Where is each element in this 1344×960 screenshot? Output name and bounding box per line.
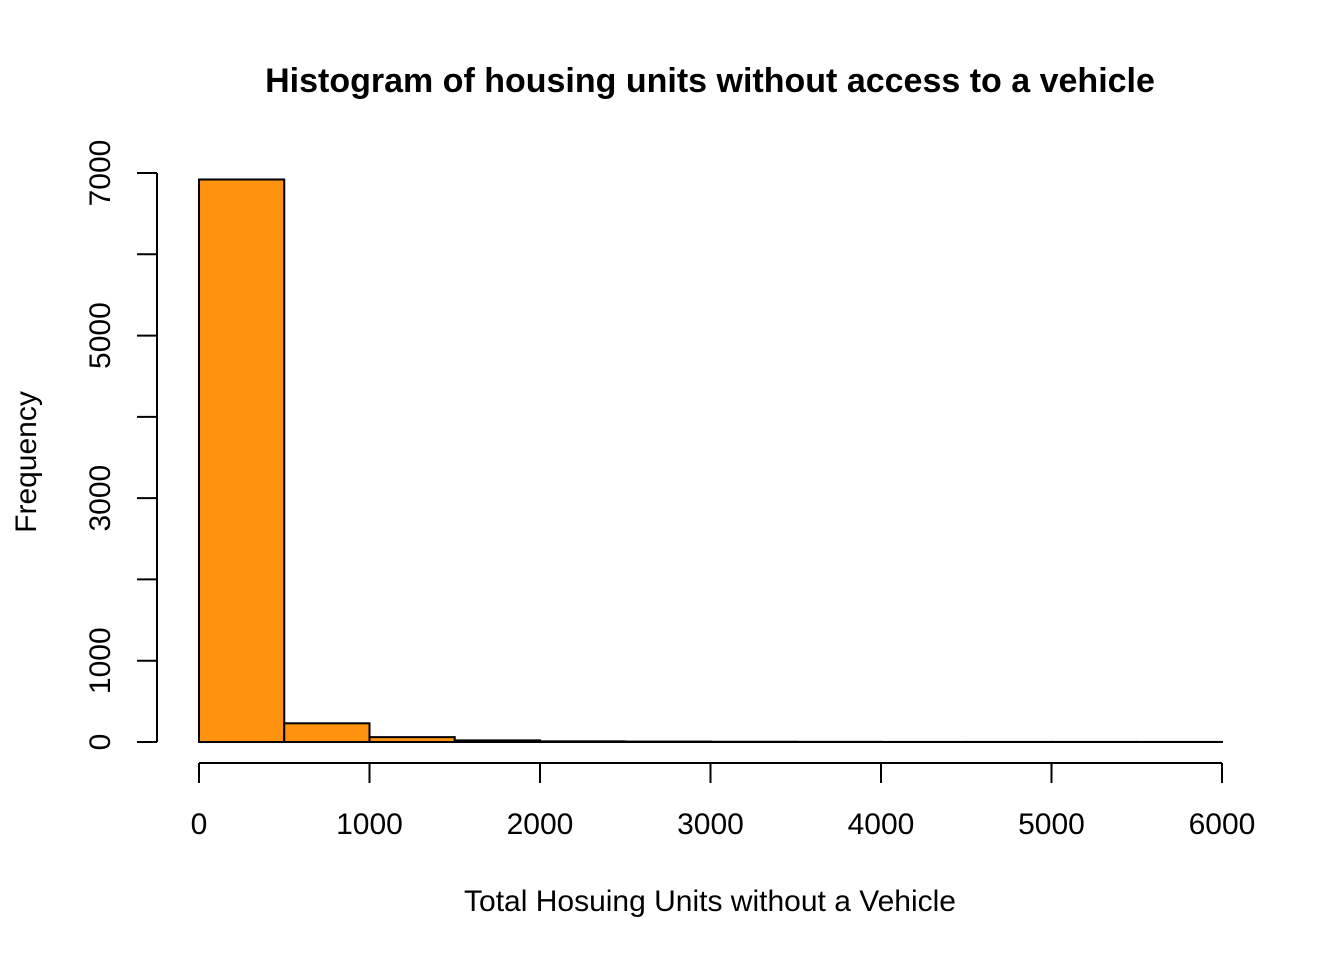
chart-title: Histogram of housing units without acces… xyxy=(265,62,1155,100)
bars-group xyxy=(198,178,1223,744)
x-tick-label: 5000 xyxy=(1018,808,1085,841)
x-tick-label: 4000 xyxy=(848,808,915,841)
histogram-bar xyxy=(539,740,627,744)
x-tick-label: 6000 xyxy=(1189,808,1256,841)
y-tick-label: 3000 xyxy=(84,465,117,532)
y-tick-label: 5000 xyxy=(84,302,117,369)
histogram-bar xyxy=(283,722,371,743)
histogram-bar xyxy=(368,736,456,744)
y-axis: 0 1000 3000 5000 7000 xyxy=(84,140,158,751)
histogram-bar xyxy=(198,178,286,743)
histogram-bar xyxy=(453,739,541,743)
x-tick-label: 1000 xyxy=(336,808,403,841)
x-tick-label: 2000 xyxy=(507,808,574,841)
x-tick-label: 0 xyxy=(191,808,208,841)
x-axis-label: Total Hosuing Units without a Vehicle xyxy=(464,885,956,918)
x-axis: 0 1000 2000 3000 4000 5000 6000 xyxy=(191,762,1256,841)
x-tick-label: 3000 xyxy=(677,808,744,841)
y-tick-label: 7000 xyxy=(84,140,117,207)
y-tick-label: 0 xyxy=(84,734,117,751)
y-tick-label: 1000 xyxy=(84,627,117,694)
y-axis-label: Frequency xyxy=(10,391,43,533)
